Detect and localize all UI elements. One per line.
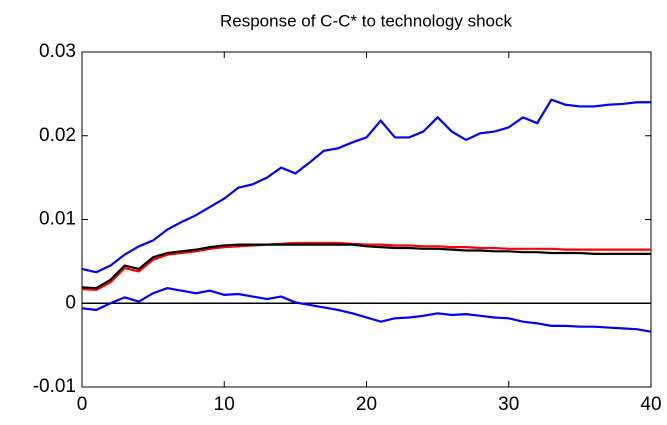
y-tick-label: 0.01 <box>39 209 76 230</box>
y-tick-label: -0.01 <box>33 376 76 397</box>
x-tick-label: 40 <box>640 394 661 415</box>
x-tick-label: 20 <box>356 394 377 415</box>
x-tick-label: 0 <box>77 394 88 415</box>
x-tick-label: 10 <box>214 394 235 415</box>
plot-frame <box>81 51 652 388</box>
y-tick-label: 0 <box>65 292 76 313</box>
y-tick-label: 0.03 <box>39 41 76 62</box>
series-line <box>81 241 651 291</box>
series-line <box>81 243 651 290</box>
series-line <box>81 287 652 333</box>
x-tick-label: 30 <box>498 394 519 415</box>
y-tick-label: 0.02 <box>39 125 76 146</box>
series-line <box>81 98 651 274</box>
chart-title: Response of C-C* to technology shock <box>220 11 512 30</box>
